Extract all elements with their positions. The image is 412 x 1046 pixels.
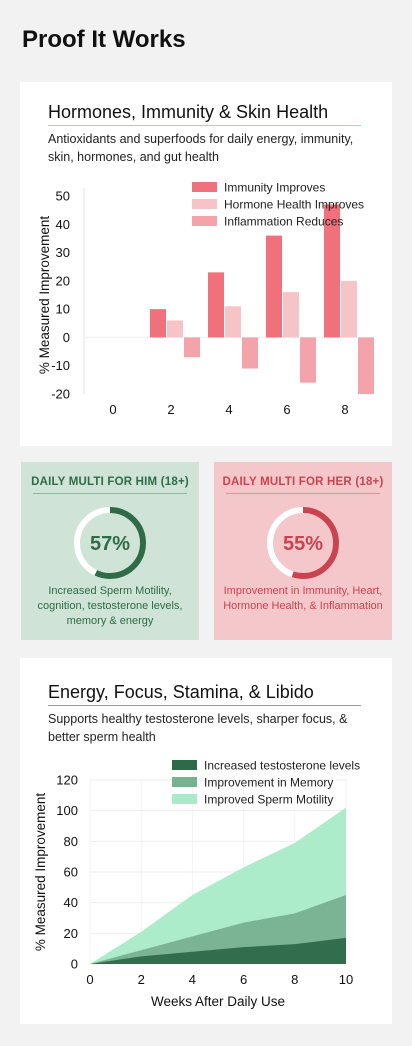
title-underline	[48, 705, 361, 706]
progress-ring: 57%	[74, 507, 146, 579]
x-tick-label: 8	[291, 972, 298, 987]
stat-card-her: DAILY MULTI FOR HER (18+) 55% Improvemen…	[214, 462, 392, 640]
x-tick-label: 4	[189, 972, 196, 987]
y-tick-label: 0	[63, 330, 70, 345]
legend-swatch	[172, 777, 197, 787]
y-tick-label: 60	[64, 865, 78, 880]
y-tick-label: -20	[51, 387, 70, 402]
y-tick-label: 40	[64, 895, 78, 910]
legend-label: Increased testosterone levels	[204, 759, 360, 773]
stat-caption: Increased Sperm Motility, cognition, tes…	[37, 585, 183, 627]
stat-divider	[33, 493, 187, 494]
bar	[283, 292, 299, 338]
x-tick-label: 0	[109, 402, 116, 417]
legend-label: Improved Sperm Motility	[204, 793, 333, 807]
bar	[341, 280, 357, 338]
card-subtitle: Supports healthy testosterone levels, sh…	[48, 712, 348, 744]
bar-chart: 50 40 30 20 10 0 -10 -20 0 2 4 6 8 Weeks After Daily …	[37, 181, 374, 426]
legend-swatch	[172, 760, 197, 770]
percent-label: 55%	[283, 533, 323, 555]
progress-ring: 55%	[267, 507, 339, 579]
y-tick-label: 10	[56, 302, 70, 317]
bar	[184, 337, 200, 358]
y-axis-label: % Measured Improvement	[37, 216, 52, 375]
x-tick-label: 8	[341, 402, 348, 417]
y-tick-label: 30	[56, 245, 70, 260]
energy-card: Energy, Focus, Stamina, & Libido Support…	[20, 658, 392, 1024]
bar	[150, 309, 166, 338]
stat-caption: Improvement in Immunity, Heart, Hormone …	[223, 585, 383, 612]
legend-swatch	[192, 216, 217, 226]
y-tick-label: 120	[56, 773, 78, 788]
legend-swatch	[172, 794, 197, 804]
bar	[167, 320, 183, 338]
area-chart: 120 100 80 60 40 20 00 2 4 6 8 10 Weeks After Daily …	[33, 759, 360, 1010]
x-axis-label: Weeks After Daily Use	[162, 424, 296, 426]
y-tick-label: -10	[51, 358, 70, 373]
legend-label: Immunity Improves	[224, 181, 325, 195]
x-tick-label: 0	[86, 972, 93, 987]
x-tick-label: 10	[339, 972, 353, 987]
title-underline	[48, 125, 361, 126]
page-title: Proof It Works	[22, 26, 186, 53]
stat-heading: DAILY MULTI FOR HER (18+)	[222, 476, 384, 488]
y-tick-label: 20	[56, 273, 70, 288]
legend-swatch	[192, 182, 217, 192]
x-tick-label: 2	[167, 402, 174, 417]
bar	[208, 272, 224, 338]
percent-label: 57%	[90, 533, 130, 555]
stat-card-him: DAILY MULTI FOR HIM (18+) 57% Increased …	[21, 462, 199, 640]
ring-fill	[74, 507, 146, 579]
bar	[266, 235, 282, 338]
stat-heading: DAILY MULTI FOR HIM (18+)	[31, 476, 189, 488]
y-axis-label: % Measured Improvement	[33, 793, 48, 952]
x-tick-label: 6	[240, 972, 247, 987]
stat-divider	[226, 493, 380, 494]
area-series	[90, 937, 346, 964]
y-tick-label: 100	[56, 803, 78, 818]
legend-swatch	[192, 199, 217, 209]
bar	[225, 306, 241, 338]
y-tick-label: 80	[64, 834, 78, 849]
legend-label: Improvement in Memory	[204, 776, 333, 790]
card-subtitle: Antioxidants and superfoods for daily en…	[48, 132, 354, 164]
bar	[358, 337, 374, 394]
x-axis-label: Weeks After Daily Use	[151, 994, 285, 1009]
legend-label: Hormone Health Improves	[224, 198, 364, 212]
x-tick-label: 2	[138, 972, 145, 987]
y-tick-label: 20	[64, 926, 78, 941]
card-title: Hormones, Immunity & Skin Health	[48, 102, 329, 122]
x-tick-label: 4	[225, 402, 232, 417]
hormones-card: Hormones, Immunity & Skin Health Antioxi…	[20, 82, 392, 446]
x-tick-label: 6	[283, 402, 290, 417]
bar	[324, 204, 340, 338]
y-tick-label: 0	[71, 957, 78, 972]
ring-fill	[267, 507, 339, 579]
y-tick-label: 40	[56, 217, 70, 232]
bar	[242, 337, 258, 369]
y-tick-label: 50	[56, 189, 70, 204]
card-title: Energy, Focus, Stamina, & Libido	[48, 682, 314, 702]
legend-label: Inflammation Reduces	[224, 215, 343, 229]
bar	[300, 337, 316, 383]
